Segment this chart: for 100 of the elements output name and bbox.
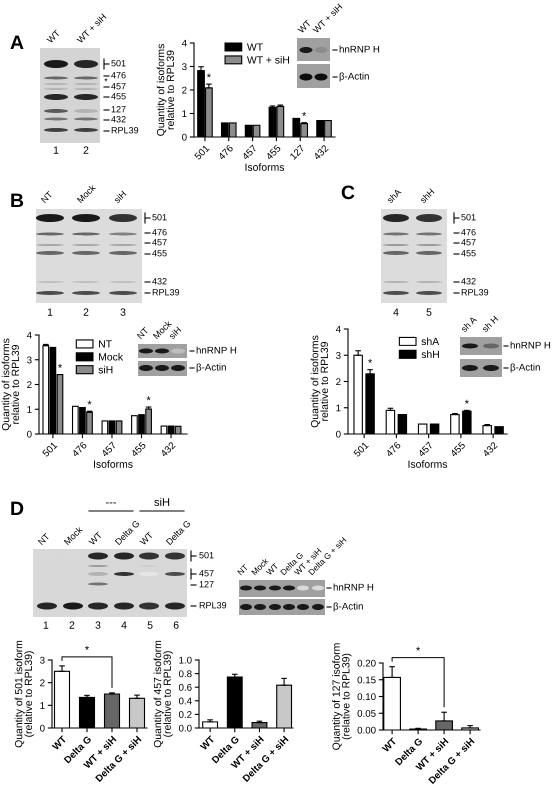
x-tick-label: WT	[52, 735, 67, 751]
y-tick-label: 3	[40, 656, 45, 664]
y-tick-label: 0.8	[178, 670, 192, 678]
text: 1	[48, 308, 52, 316]
text: 457	[199, 570, 214, 576]
text: 3	[120, 308, 126, 316]
text: 501	[111, 60, 126, 66]
legend-label: Mock	[99, 352, 124, 361]
text: β-Actin	[340, 72, 369, 82]
annotation: *	[464, 400, 469, 404]
y-tick-label: 4	[26, 332, 32, 339]
y-tick-label: 0.0	[178, 724, 192, 732]
text: WT	[46, 30, 60, 44]
text: hnRNP H	[340, 45, 380, 53]
x-tick-label: 432	[482, 441, 498, 458]
text: 455	[152, 250, 167, 256]
y-tick-label: 0.10	[358, 693, 376, 700]
text: 457	[152, 239, 167, 246]
x-tick-label: 457	[100, 442, 117, 458]
text: NT	[237, 564, 248, 576]
text: hnRNP H	[196, 346, 236, 354]
text: ---	[106, 502, 116, 504]
y-tick-label: 3	[336, 352, 341, 359]
y-axis-title: Quantity of isoforms relative to RPL39	[156, 44, 174, 136]
text: RPL39	[152, 289, 180, 296]
text: 501	[199, 552, 214, 558]
annotation: *	[58, 364, 62, 368]
annotation: NT	[136, 326, 150, 340]
y-tick-label: 0	[182, 134, 187, 141]
annotation: sh H	[481, 315, 498, 333]
legend-label: WT	[246, 43, 263, 51]
y-axis-title: Quantity of 457 isoform (relative to RPL39)	[154, 640, 173, 748]
y-tick-label: 1	[336, 404, 341, 412]
text: 455	[111, 93, 126, 100]
text: B	[11, 194, 24, 208]
x-tick-label: 476	[218, 144, 234, 160]
text: *	[85, 646, 89, 650]
text: A	[10, 36, 24, 50]
x-tick-label: WT	[200, 735, 216, 751]
text: D	[11, 502, 24, 516]
x-tick-label: 455	[265, 144, 282, 160]
x-tick-label: 127	[289, 144, 305, 160]
text: 501	[152, 214, 167, 220]
legend-label: NT	[99, 340, 112, 348]
y-tick-label: 0	[40, 724, 45, 732]
x-tick-label: 455	[450, 441, 466, 458]
text: *	[104, 78, 108, 82]
y-tick-label: 1	[27, 406, 32, 413]
y-tick-label: 3	[27, 356, 32, 364]
annotation: *	[88, 400, 92, 404]
legend-label: shH	[422, 350, 439, 358]
text: WT + siH	[76, 13, 107, 44]
annotation: *	[302, 112, 306, 116]
y-tick-label: 0.6	[178, 684, 192, 691]
y-tick-label: 3	[182, 63, 187, 70]
text: 457	[461, 239, 476, 246]
text: WT	[297, 20, 312, 34]
text: β-Actin	[334, 602, 363, 612]
y-tick-label: 0.2	[178, 711, 192, 718]
y-tick-label: 0	[27, 430, 32, 438]
x-tick-label: 457	[242, 144, 258, 160]
annotation: sh A	[460, 316, 478, 333]
x-tick-label: 476	[385, 441, 402, 458]
y-tick-label: 0.00	[358, 726, 376, 734]
legend-label: shA	[422, 337, 440, 346]
y-axis-title: Quantity of 127 isoform (relative to RPL39)	[332, 643, 352, 750]
text: hnRNP H	[510, 341, 550, 349]
y-tick-label: 2	[27, 381, 32, 388]
y-tick-label: 0	[336, 430, 341, 438]
y-tick-label: 2	[336, 378, 341, 386]
text: 432	[461, 278, 476, 284]
legend-label: siH	[98, 366, 112, 374]
text: 4	[393, 308, 399, 316]
text: 476	[461, 229, 476, 236]
y-tick-label: 4	[336, 326, 341, 333]
x-axis-title: Isoforms	[245, 163, 284, 171]
text: WT + siH	[312, 3, 343, 34]
text: 476	[111, 72, 126, 78]
text: shA	[386, 188, 402, 204]
x-tick-label: 432	[312, 144, 329, 160]
x-tick-label: 455	[130, 441, 146, 458]
x-tick-label: 501	[42, 441, 58, 458]
y-tick-label: 1.0	[179, 656, 192, 664]
y-tick-label: 1	[182, 110, 187, 118]
text: 455	[461, 250, 476, 256]
text: 457	[111, 83, 126, 90]
text: RPL39	[200, 602, 226, 608]
text: 127	[200, 581, 214, 588]
x-tick-label: 432	[160, 441, 176, 458]
y-tick-label: 0.05	[358, 710, 376, 717]
text: siH	[154, 498, 170, 506]
annotation: siH	[168, 326, 182, 340]
text: WT	[88, 532, 102, 546]
x-tick-label: 476	[71, 441, 88, 458]
annotation: *	[368, 359, 372, 363]
y-tick-label: 0.20	[358, 660, 376, 667]
y-axis-title: Quantity of 501 isoform (relative to RPL39)	[14, 640, 34, 748]
y-tick-label: 1	[40, 702, 45, 709]
text: β-Actin	[510, 363, 540, 373]
text: NT	[38, 532, 50, 546]
